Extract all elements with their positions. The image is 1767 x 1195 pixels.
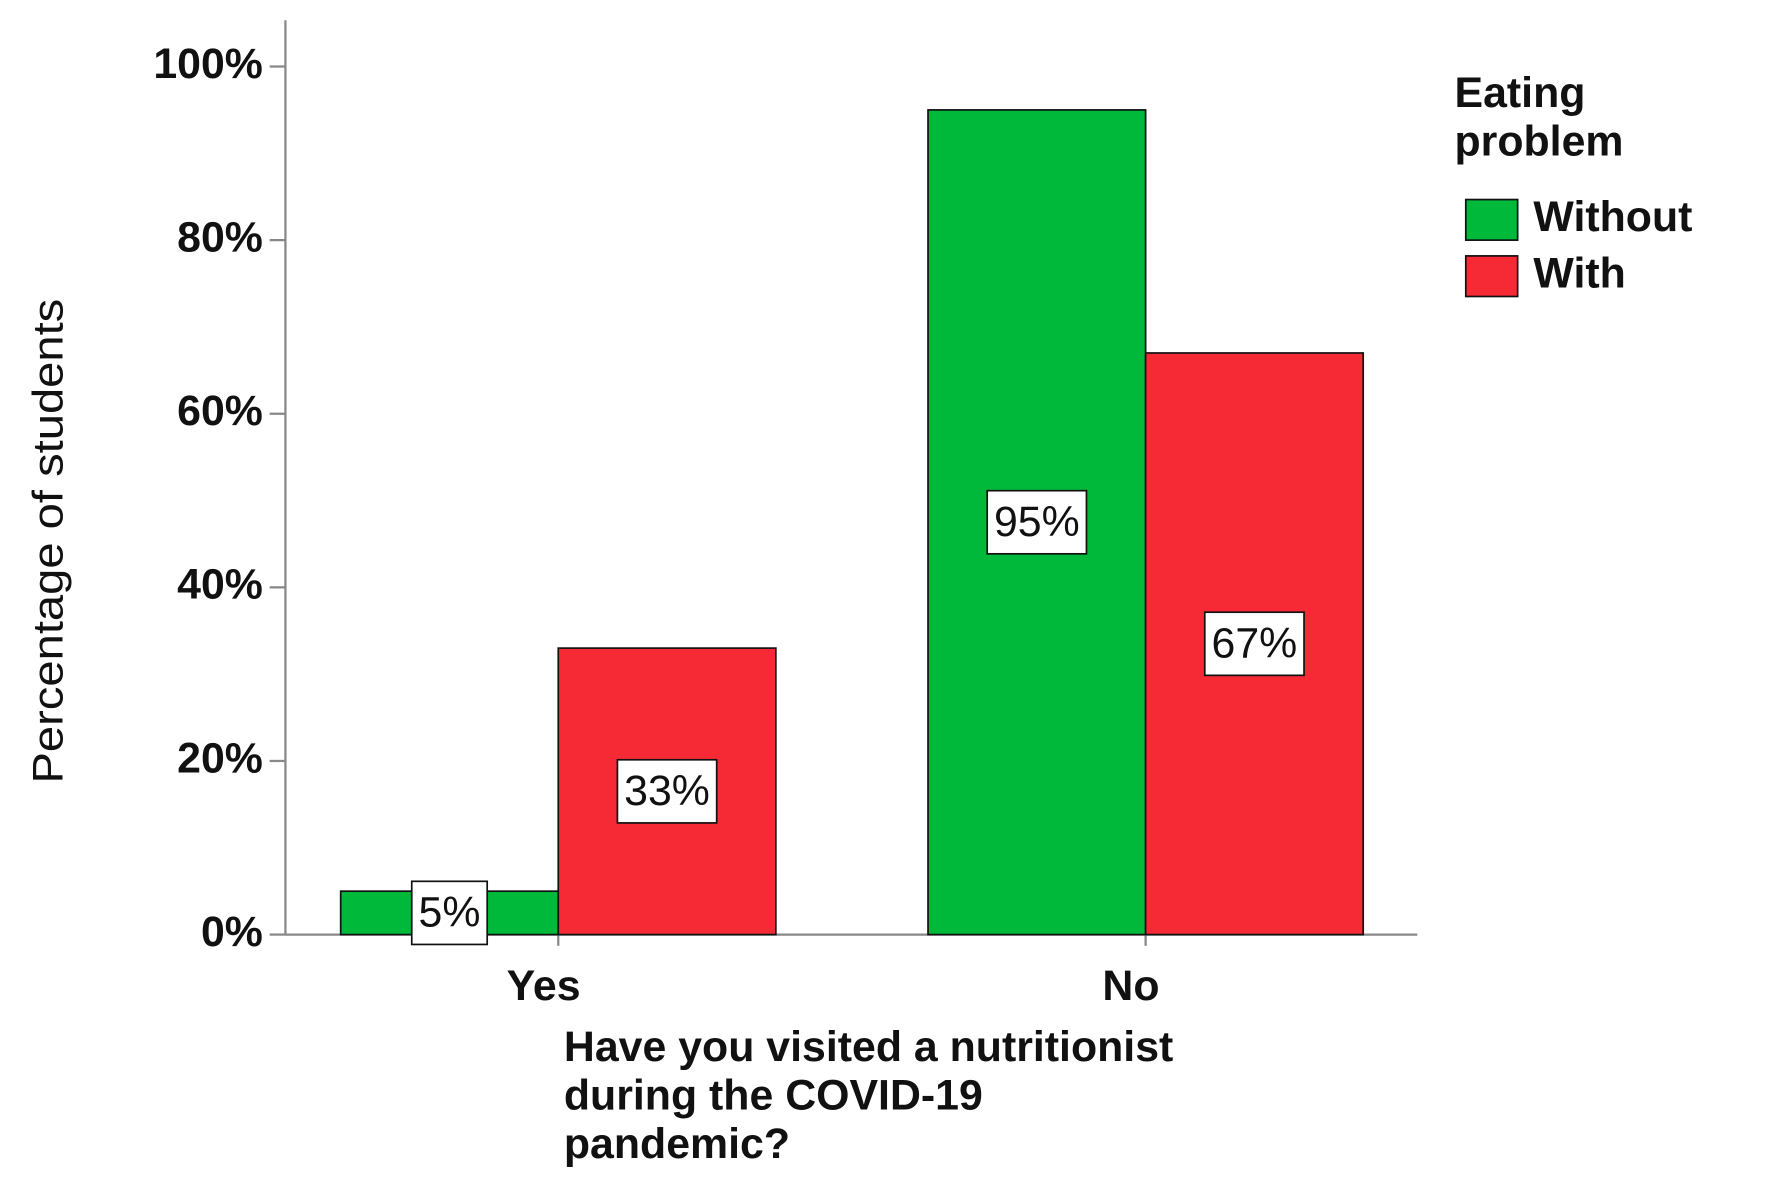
- value-label: 67%: [1212, 619, 1298, 667]
- value-label: 5%: [419, 888, 481, 936]
- value-label-box: [410, 880, 489, 946]
- y-tick-label: 20%: [177, 734, 263, 782]
- legend-title: Eating problem: [1454, 69, 1624, 166]
- y-tick-label: 0%: [201, 908, 263, 956]
- y-tick-label: 40%: [177, 561, 263, 609]
- legend-label: With: [1533, 250, 1625, 298]
- x-tick-label: Yes: [507, 962, 581, 1010]
- x-axis-title-box: Have you visited a nutritionist during t…: [563, 1023, 1174, 1168]
- value-label: 33%: [624, 767, 710, 815]
- value-label: 95%: [994, 498, 1080, 546]
- legend-swatch: [1464, 255, 1519, 298]
- x-axis-title: Have you visited a nutritionist during t…: [563, 1023, 1174, 1168]
- value-label-box: [986, 489, 1088, 555]
- x-tick-label: No: [1102, 962, 1159, 1010]
- value-label-box: [616, 758, 718, 824]
- legend-title-box: Eating problem: [1454, 69, 1624, 166]
- legend-label: Without: [1533, 193, 1692, 241]
- y-axis-title: Percentage of students: [24, 299, 72, 784]
- value-label-box: [1203, 611, 1305, 677]
- y-tick-label: 80%: [177, 213, 263, 261]
- y-tick-label: 60%: [177, 387, 263, 435]
- legend-swatch: [1464, 198, 1519, 241]
- y-tick-label: 100%: [153, 40, 263, 88]
